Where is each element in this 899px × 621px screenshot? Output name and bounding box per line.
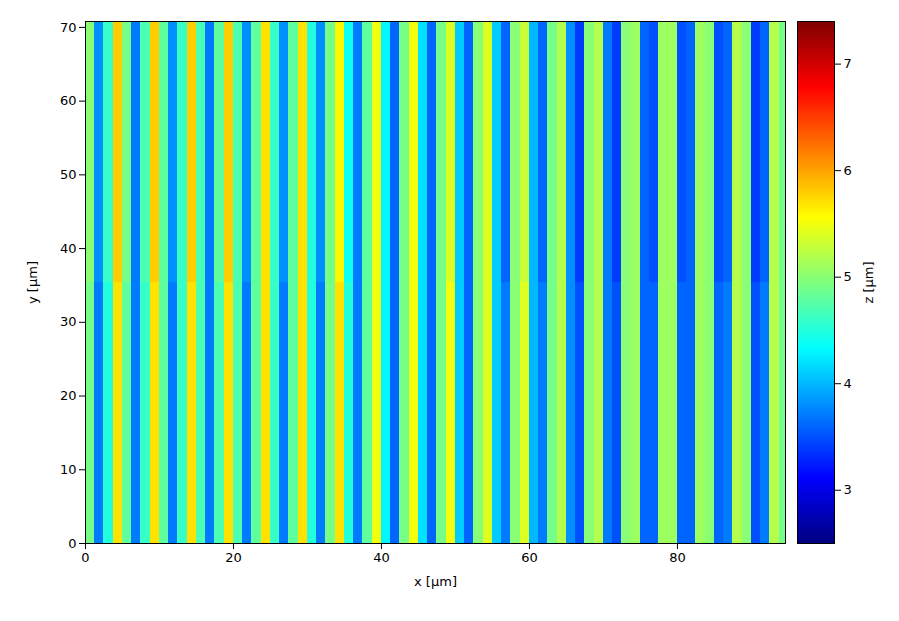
svg-text:50: 50 [60,167,77,182]
svg-text:0: 0 [68,536,76,551]
svg-text:6: 6 [844,163,852,178]
svg-text:20: 20 [225,550,242,565]
svg-text:20: 20 [60,388,77,403]
svg-text:40: 40 [60,241,77,256]
svg-text:60: 60 [521,550,538,565]
svg-text:30: 30 [60,314,77,329]
svg-text:y [µm]: y [µm] [25,261,40,304]
svg-text:80: 80 [669,550,686,565]
svg-text:4: 4 [844,376,852,391]
svg-text:z [µm]: z [µm] [861,261,876,303]
svg-text:10: 10 [60,462,77,477]
svg-text:3: 3 [844,482,852,497]
svg-text:7: 7 [844,56,852,71]
svg-text:0: 0 [81,550,89,565]
svg-text:x [µm]: x [µm] [414,574,457,589]
svg-text:60: 60 [60,93,77,108]
svg-text:70: 70 [60,20,77,35]
svg-text:40: 40 [373,550,390,565]
svg-text:5: 5 [844,269,852,284]
